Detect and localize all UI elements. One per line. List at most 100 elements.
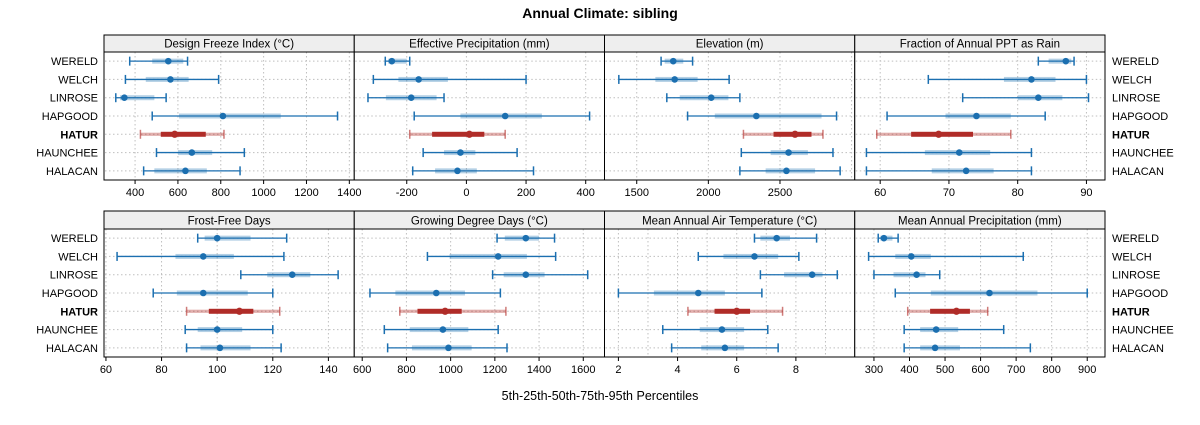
iqr-band	[398, 76, 448, 82]
row-label-left-hapgood: HAPGOOD	[42, 111, 98, 123]
series-halacan-elevation-m	[739, 166, 841, 176]
median-dot	[931, 344, 939, 352]
series-welch-growing-degree-days-c	[426, 251, 557, 261]
row-label-left-hatur: HATUR	[60, 129, 98, 141]
median-dot	[773, 234, 780, 242]
series-halacan-fraction-of-annual-ppt-as-rain	[865, 166, 1033, 176]
iqr-band	[411, 345, 472, 351]
median-dot	[199, 253, 207, 260]
axis-tick-label: 600	[169, 187, 187, 199]
median-dot	[751, 253, 758, 260]
strip-title: Mean Annual Air Temperature (°C)	[642, 216, 817, 228]
median-dot	[501, 112, 509, 120]
median-dot	[213, 234, 221, 242]
axis-tick-label: 1200	[294, 187, 318, 199]
iqr-band	[723, 253, 779, 259]
strip-title: Frost-Free Days	[188, 216, 271, 228]
series-hapgood-design-freeze-index-c	[151, 111, 339, 121]
series-hapgood-elevation-m	[686, 111, 838, 121]
row-label-right-haunchee: HAUNCHEE	[1112, 325, 1174, 337]
median-dot	[973, 112, 980, 120]
median-dot	[1028, 76, 1035, 83]
series-welch-effective-precipitation-mm	[372, 74, 527, 84]
median-dot	[235, 307, 244, 315]
axis-tick-label: 2500	[768, 187, 792, 199]
series-haunchee-frost-free-days	[184, 325, 274, 335]
iqr-band	[504, 235, 540, 241]
median-dot	[522, 234, 530, 242]
axis-tick-label: 120	[264, 364, 282, 376]
series-wereld-mean-annual-precipitation-mm	[877, 233, 899, 243]
series-linrose-effective-precipitation-mm	[367, 93, 445, 103]
iqr-band	[204, 235, 251, 241]
median-dot	[1062, 57, 1070, 65]
series-welch-mean-annual-air-temperature-c	[697, 251, 800, 261]
axis-tick-label: 80	[1012, 187, 1024, 199]
median-dot	[880, 234, 888, 242]
row-label-left-welch: WELCH	[58, 74, 98, 86]
row-label-right-hatur: HATUR	[1112, 129, 1150, 141]
median-dot	[962, 167, 970, 175]
series-hatur-frost-free-days	[185, 306, 281, 316]
axis-tick-label: 400	[577, 187, 595, 199]
axis-tick-label: 200	[517, 187, 535, 199]
row-label-right-haunchee: HAUNCHEE	[1112, 148, 1174, 160]
series-linrose-fraction-of-annual-ppt-as-rain	[961, 93, 1090, 103]
median-dot	[932, 326, 940, 333]
iqr-band	[920, 345, 960, 351]
series-welch-frost-free-days	[116, 251, 285, 261]
strip-fraction-of-annual-ppt-as-rain	[854, 34, 1106, 53]
strip-title: Fraction of Annual PPT as Rain	[900, 39, 1060, 51]
iqr-band	[714, 308, 751, 314]
series-hapgood-frost-free-days	[152, 288, 274, 298]
axis-tick-label: 600	[353, 364, 371, 376]
axis-tick-label: 1000	[251, 187, 275, 199]
series-welch-design-freeze-index-c	[124, 74, 220, 84]
axis-tick-label: 2000	[696, 187, 720, 199]
series-hatur-mean-annual-air-temperature-c	[687, 306, 784, 316]
row-label-right-linrose: LINROSE	[1112, 270, 1160, 282]
series-hatur-elevation-m	[742, 129, 824, 139]
row-label-left-linrose: LINROSE	[50, 93, 98, 105]
series-hatur-effective-precipitation-mm	[408, 129, 506, 139]
median-dot	[213, 326, 221, 333]
figure-title: Annual Climate: sibling	[522, 5, 678, 21]
iqr-band	[765, 168, 816, 174]
axis-tick-label: 80	[155, 364, 167, 376]
iqr-band	[1048, 58, 1072, 64]
series-wereld-fraction-of-annual-ppt-as-rain	[1037, 56, 1075, 66]
axis-tick-label: 60	[100, 364, 112, 376]
strip-mean-annual-precipitation-mm	[854, 210, 1106, 230]
axis-tick-label: 4	[675, 364, 681, 376]
median-dot	[465, 130, 473, 138]
median-dot	[171, 130, 179, 138]
median-dot	[955, 149, 963, 156]
median-dot	[694, 289, 702, 297]
series-wereld-effective-precipitation-mm	[384, 56, 411, 66]
median-dot	[454, 167, 461, 175]
series-hatur-fraction-of-annual-ppt-as-rain	[876, 129, 1012, 139]
series-hapgood-growing-degree-days-c	[369, 288, 502, 298]
strip-title: Effective Precipitation (mm)	[409, 39, 550, 51]
median-dot	[439, 326, 447, 333]
median-dot	[432, 289, 440, 297]
iqr-band	[120, 95, 155, 101]
iqr-band	[930, 290, 1038, 296]
axis-tick-label: 900	[1078, 364, 1096, 376]
median-dot	[733, 307, 741, 315]
median-dot	[783, 167, 790, 175]
iqr-band	[200, 345, 251, 351]
iqr-band	[178, 113, 281, 119]
median-dot	[288, 271, 296, 279]
axis-tick-label: 500	[936, 364, 954, 376]
axis-tick-label: 1600	[571, 364, 595, 376]
row-label-left-haunchee: HAUNCHEE	[36, 148, 98, 160]
row-label-left-halacan: HALACAN	[46, 166, 98, 178]
row-label-right-welch: WELCH	[1112, 74, 1152, 86]
median-dot	[753, 112, 760, 120]
iqr-band	[784, 272, 823, 278]
median-dot	[808, 271, 816, 279]
median-dot	[721, 344, 729, 352]
